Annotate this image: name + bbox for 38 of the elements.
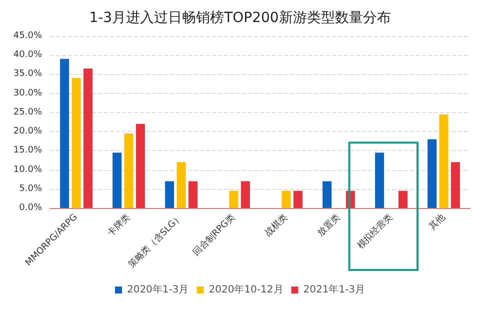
bar	[322, 181, 332, 208]
y-tick-label: 20.0%	[13, 126, 42, 137]
y-tick-label: 0.0%	[19, 203, 42, 213]
bar	[83, 68, 92, 208]
y-tick-label: 25.0%	[13, 107, 42, 118]
bar	[229, 190, 238, 208]
y-tick-label: 45.0%	[13, 31, 42, 41]
bar	[72, 78, 81, 208]
x-tick-label: 卡牌类	[105, 212, 132, 239]
bar	[439, 114, 448, 208]
y-tick-label: 30.0%	[13, 88, 42, 98]
y-tick-label: 15.0%	[13, 146, 42, 156]
bar	[176, 162, 186, 208]
bar	[450, 162, 460, 208]
bar	[293, 190, 302, 208]
x-tick-label: 模拟经营类	[355, 212, 395, 252]
x-tick-label: 其他	[426, 212, 448, 232]
bar	[282, 190, 291, 208]
y-tick-label: 40.0%	[13, 50, 42, 60]
y-tick-label: 5.0%	[19, 184, 42, 194]
bar	[136, 124, 145, 208]
y-tick-label: 10.0%	[13, 164, 42, 175]
chart-title: 1-3月进入过日畅销榜TOP200新游类型数量分布	[89, 10, 391, 26]
x-tick-label: 放置类	[315, 212, 342, 239]
y-tick-label: 35.0%	[13, 69, 42, 80]
bar	[124, 133, 134, 208]
bar	[240, 181, 250, 208]
bar	[188, 181, 198, 208]
bar	[112, 152, 122, 208]
bar	[428, 139, 437, 208]
legend-label: 2020年10-12月	[208, 284, 284, 296]
bar	[398, 190, 408, 208]
x-tick-label: 战棋类	[262, 212, 290, 239]
legend-label: 2020年1-3月	[126, 284, 189, 296]
bar	[60, 58, 70, 208]
legend-label: 2021年1-3月	[303, 284, 366, 296]
bar	[165, 181, 174, 208]
bar	[375, 152, 384, 208]
